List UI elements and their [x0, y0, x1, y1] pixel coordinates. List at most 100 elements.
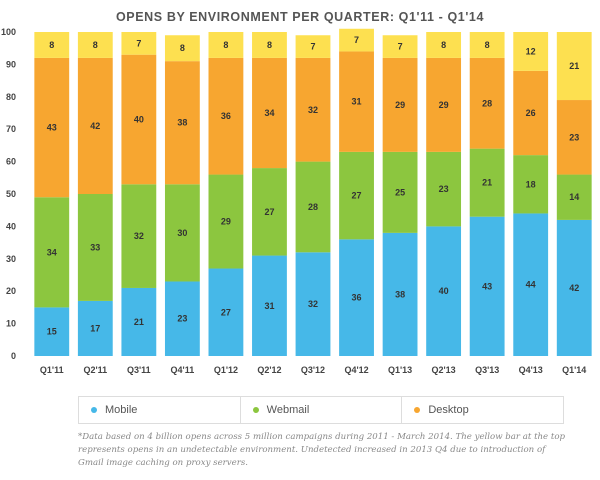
bar-segment	[339, 51, 374, 152]
bar-value-label: 38	[395, 289, 405, 299]
bar-value-label: 43	[47, 123, 57, 133]
x-tick-label: Q1'14	[562, 365, 586, 375]
bar-value-label: 23	[569, 132, 579, 142]
bar-segment	[426, 226, 462, 356]
bar-value-label: 7	[354, 35, 359, 45]
bar-segment	[295, 161, 331, 253]
x-tick-label: Q2'12	[257, 365, 281, 375]
bar-segment	[339, 28, 374, 52]
bar-segment	[295, 35, 331, 58]
bar-value-label: 27	[221, 307, 231, 317]
bar-segment	[252, 57, 287, 169]
bar-segment	[382, 35, 418, 58]
bar-value-label: 38	[177, 118, 187, 128]
x-tick-label: Q3'11	[127, 365, 151, 375]
x-tick-label: Q2'13	[432, 365, 456, 375]
y-axis: 0 10 20 30 40 50 60 70 80 90 100	[1, 27, 16, 361]
bar-value-label: 27	[264, 207, 274, 217]
bar-segment	[34, 307, 70, 356]
bar-segment	[469, 216, 505, 356]
bar-value-label: 30	[177, 228, 187, 238]
bar-segment	[121, 287, 157, 356]
bar-value-label: 8	[441, 40, 446, 50]
bar-segment	[121, 32, 157, 55]
bar-value-label: 21	[134, 317, 144, 327]
legend-item-webmail: Webmail	[239, 397, 402, 423]
bar-value-label: 27	[352, 191, 362, 201]
bar-segment	[77, 57, 113, 194]
y-tick-label: 30	[6, 254, 16, 264]
bar-value-label: 7	[136, 38, 141, 48]
bar-segment	[556, 219, 592, 356]
legend-label-desktop: Desktop	[428, 404, 469, 416]
x-tick-label: Q1'12	[214, 365, 238, 375]
bar-value-label: 31	[264, 301, 274, 311]
y-tick-label: 100	[1, 27, 16, 37]
bar-value-label: 25	[395, 187, 405, 197]
bar-value-label: 36	[352, 293, 362, 303]
bar-value-label: 8	[180, 43, 185, 53]
chart-title: OPENS BY ENVIRONMENT PER QUARTER: Q1'11 …	[116, 10, 484, 24]
bar-segment	[426, 32, 462, 58]
bar-segment	[469, 32, 505, 58]
bar-value-label: 7	[310, 42, 315, 52]
y-tick-label: 20	[6, 286, 16, 296]
bar-value-label: 40	[439, 286, 449, 296]
bar-value-label: 17	[90, 323, 100, 333]
bar-value-label: 33	[90, 242, 100, 252]
legend-label-webmail: Webmail	[266, 404, 310, 416]
bar-value-label: 8	[267, 40, 272, 50]
bar-segment	[77, 32, 113, 58]
bar-value-label: 32	[308, 105, 318, 115]
bar-segment	[252, 255, 287, 356]
bar-value-label: 43	[482, 281, 492, 291]
bar-value-label: 34	[47, 247, 57, 257]
bar-segment	[208, 32, 244, 58]
bar-segment	[513, 32, 549, 71]
x-tick-label: Q3'12	[301, 365, 325, 375]
y-tick-label: 80	[6, 92, 16, 102]
bar-segment	[252, 168, 287, 256]
bar-value-label: 34	[264, 108, 274, 118]
bar-value-label: 7	[398, 42, 403, 52]
bar-segment	[252, 32, 287, 58]
x-tick-label: Q2'11	[83, 365, 107, 375]
desktop-dot-icon	[414, 407, 421, 413]
bar-segment	[164, 35, 200, 62]
bar-segment	[382, 232, 418, 356]
bar-value-label: 32	[134, 231, 144, 241]
bar-value-label: 12	[526, 46, 536, 56]
bar-segment	[164, 61, 200, 185]
legend-label-mobile: Mobile	[105, 404, 138, 416]
y-tick-label: 60	[6, 157, 16, 167]
bar-segment	[513, 70, 549, 156]
bar-value-label: 8	[93, 40, 98, 50]
bar-segment	[339, 151, 374, 240]
bar-segment	[34, 197, 70, 308]
bar-value-label: 31	[352, 97, 362, 107]
x-tick-label: Q3'13	[475, 365, 499, 375]
bar-value-label: 29	[395, 100, 405, 110]
y-tick-label: 0	[11, 351, 16, 361]
bar-value-label: 23	[177, 314, 187, 324]
bar-value-label: 8	[49, 40, 54, 50]
bar-segment	[208, 268, 244, 356]
bar-segment	[426, 57, 462, 152]
bar-value-label: 18	[526, 179, 536, 189]
bars: 15 34 43 8 17 33 42 8 21 32 40 7 23 30 38 8 27 29 36 8 31 27 3…	[34, 28, 592, 356]
bar-segment	[556, 32, 592, 101]
bar-segment	[34, 32, 70, 58]
bar-value-label: 28	[482, 98, 492, 108]
bar-segment	[121, 54, 157, 185]
bar-value-label: 21	[482, 178, 492, 188]
bar-value-label: 44	[526, 280, 536, 290]
bar-segment	[469, 148, 505, 217]
bar-segment	[513, 155, 549, 214]
x-tick-label: Q1'11	[40, 365, 64, 375]
bar-segment	[469, 57, 505, 149]
bar-value-label: 32	[308, 299, 318, 309]
x-tick-label: Q4'12	[344, 365, 368, 375]
legend: Mobile Webmail Desktop	[78, 396, 564, 424]
bar-value-label: 8	[223, 40, 228, 50]
bar-value-label: 15	[47, 327, 57, 337]
